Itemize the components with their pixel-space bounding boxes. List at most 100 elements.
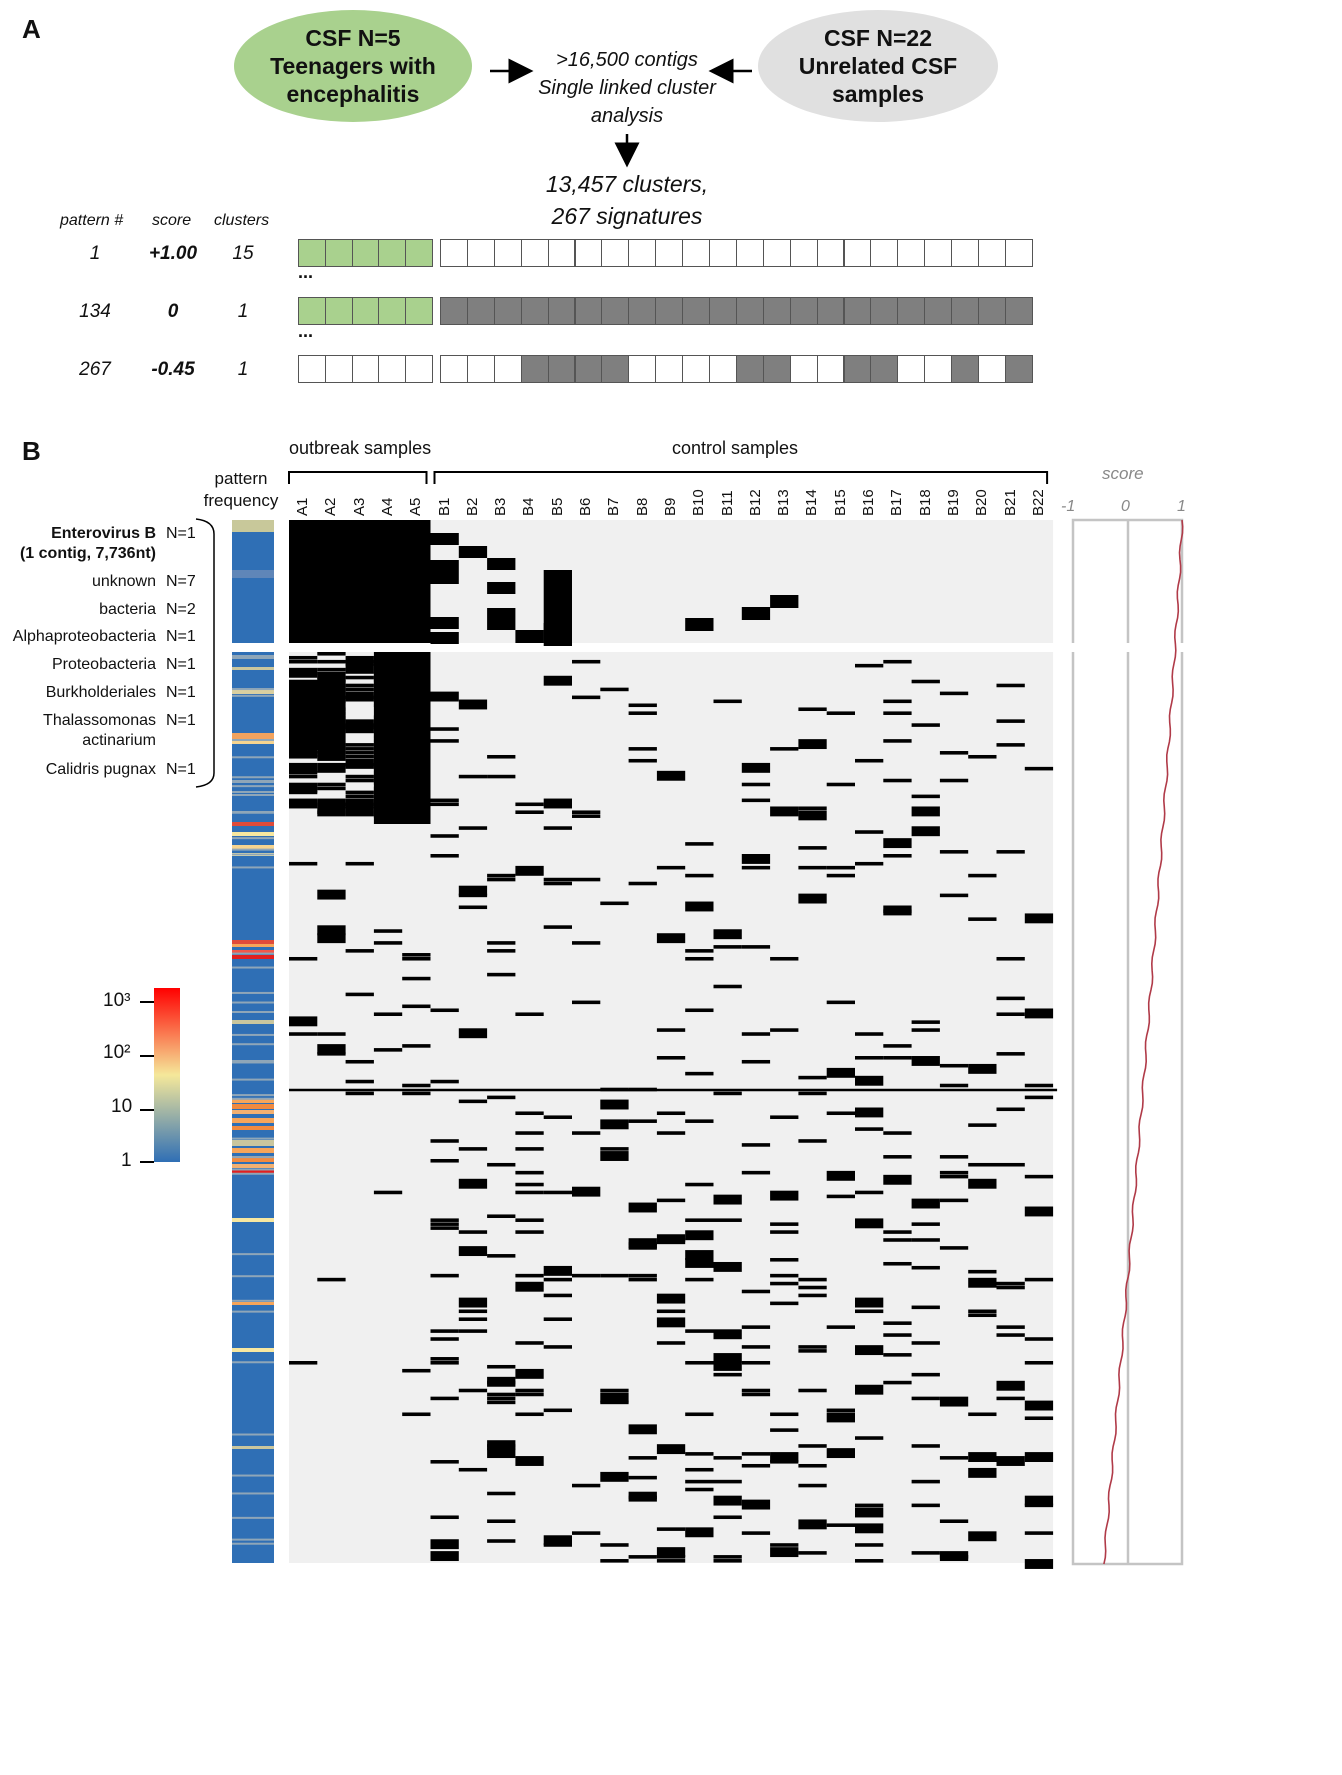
bottom-mark xyxy=(741,1392,771,1397)
frequency-stripe xyxy=(232,1011,274,1014)
bottom-mark xyxy=(628,1475,657,1480)
pattern-cell-b xyxy=(1004,297,1033,325)
bottom-mark xyxy=(685,1008,714,1013)
frequency-stripe xyxy=(232,1542,274,1545)
bottom-mark xyxy=(487,949,516,953)
bottom-mark xyxy=(572,1483,601,1488)
frequency-stripe xyxy=(232,866,274,869)
bottom-mark xyxy=(543,877,572,882)
bottom-mark xyxy=(487,1254,516,1258)
bottom-mark xyxy=(968,1452,997,1462)
frequency-stripe xyxy=(232,1097,274,1100)
bottom-mark xyxy=(487,1095,516,1100)
pattern-cell-b xyxy=(520,239,549,267)
pattern-cell-b xyxy=(493,355,522,383)
bottom-mark xyxy=(996,1325,1025,1329)
frequency-stripe xyxy=(232,1164,274,1168)
frequency-colorbar xyxy=(154,988,180,1162)
bottom-mark xyxy=(770,1301,799,1306)
bottom-mark xyxy=(996,719,1025,723)
frequency-stripe xyxy=(232,790,274,793)
bottom-mark xyxy=(1024,1174,1054,1179)
bottom-mark xyxy=(628,1555,657,1559)
frequency-stripe xyxy=(232,1140,274,1146)
bottom-mark xyxy=(826,1448,855,1459)
frequency-stripe xyxy=(232,1433,274,1436)
row2-pattern: 134 xyxy=(79,301,111,322)
bottom-mark xyxy=(798,1277,827,1282)
bottom-mark xyxy=(1024,1531,1054,1535)
bottom-mark xyxy=(996,1107,1025,1112)
frequency-stripe xyxy=(232,655,274,659)
bottom-mark xyxy=(798,810,827,821)
bottom-mark xyxy=(430,1218,459,1222)
top-mark xyxy=(458,546,488,558)
bottom-mark xyxy=(317,762,346,773)
bottom-mark xyxy=(883,1321,912,1325)
bottom-mark xyxy=(289,786,318,791)
pattern-cell-b xyxy=(762,297,791,325)
bottom-mark xyxy=(798,806,827,811)
bottom-mark xyxy=(430,854,459,858)
bottom-mark xyxy=(628,1202,657,1213)
bottom-mark xyxy=(600,1559,629,1563)
bottom-mark xyxy=(543,1115,572,1119)
bottom-mark xyxy=(430,1273,459,1278)
bottom-mark xyxy=(572,1000,601,1005)
bottom-mark xyxy=(855,1384,884,1395)
bottom-mark xyxy=(685,1479,714,1484)
bottom-mark xyxy=(289,774,318,779)
bottom-mark xyxy=(826,865,855,870)
pattern-cell-b xyxy=(897,297,926,325)
bottom-mark xyxy=(855,1190,884,1195)
bottom-mark xyxy=(798,1349,827,1353)
bottom-mark xyxy=(855,1345,884,1356)
bottom-mark xyxy=(798,1285,827,1290)
bottom-mark xyxy=(543,1543,572,1547)
outbreak-solid-a4a5 xyxy=(373,652,431,824)
ellipsis-2: ... xyxy=(298,321,314,341)
taxon-count: N=1 xyxy=(166,761,196,778)
score-tick-neg1: -1 xyxy=(1061,498,1076,515)
bottom-mark xyxy=(939,1170,969,1175)
bottom-mark xyxy=(402,956,431,961)
taxon-count: N=1 xyxy=(166,712,196,729)
bottom-mark xyxy=(713,699,742,704)
bottom-mark xyxy=(345,751,374,755)
bottom-mark xyxy=(911,1238,940,1242)
bottom-mark xyxy=(741,798,771,803)
bottom-mark xyxy=(430,1360,459,1365)
bottom-mark xyxy=(1024,1360,1054,1365)
bottom-mark xyxy=(458,774,488,779)
bottom-mark xyxy=(656,1111,686,1116)
bottom-mark xyxy=(685,1182,714,1187)
bottom-mark xyxy=(487,1539,516,1543)
bottom-mark xyxy=(883,1333,912,1337)
bottom-mark xyxy=(770,806,799,817)
bottom-mark xyxy=(798,865,827,870)
bottom-mark xyxy=(798,1388,827,1393)
bottom-mark xyxy=(487,1491,516,1496)
bottom-mark xyxy=(685,1452,714,1456)
bottom-mark xyxy=(968,917,997,921)
bottom-mark xyxy=(289,751,318,755)
control-samples-label: control samples xyxy=(672,438,799,458)
bottom-mark xyxy=(373,1048,403,1052)
bottom-mark xyxy=(289,861,318,866)
frequency-stripe xyxy=(232,570,274,578)
bottom-mark xyxy=(543,1408,572,1413)
bottom-mark xyxy=(685,949,714,953)
pattern-cell-b xyxy=(789,297,818,325)
bottom-mark xyxy=(770,1412,799,1417)
bottom-mark xyxy=(798,739,827,750)
bottom-mark xyxy=(600,1147,629,1151)
taxon-name: Enterovirus B (1 contig, 7,736nt) xyxy=(19,525,156,562)
frequency-stripe xyxy=(232,780,274,783)
bottom-mark xyxy=(826,1000,855,1005)
pattern-cell-b xyxy=(789,355,818,383)
bottom-mark xyxy=(458,1246,488,1257)
bottom-mark xyxy=(685,1218,714,1222)
bottom-mark xyxy=(911,806,940,817)
bottom-mark xyxy=(939,893,969,898)
